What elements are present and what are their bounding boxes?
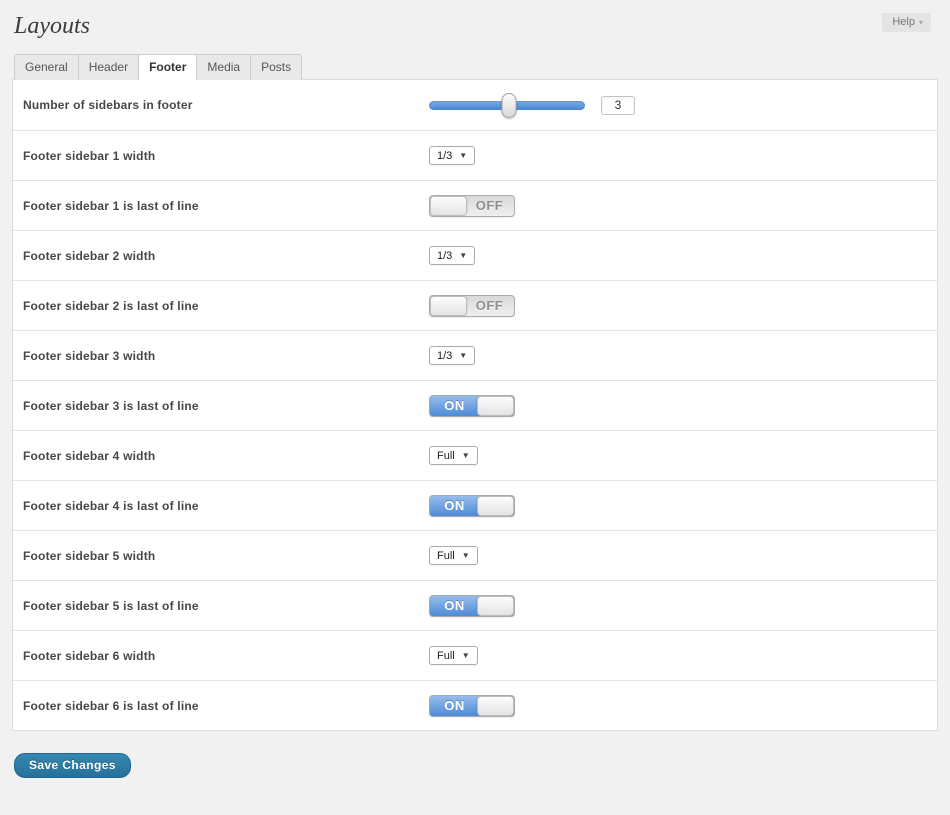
select-value: Full — [437, 549, 455, 562]
setting-row-sidebar2-last: Footer sidebar 2 is last of line OFF — [13, 280, 937, 330]
sidebar-count-slider[interactable] — [429, 92, 585, 118]
setting-label: Footer sidebar 5 is last of line — [23, 598, 199, 613]
chevron-down-icon: ▼ — [459, 351, 468, 360]
tab-footer[interactable]: Footer — [139, 55, 198, 80]
setting-label: Number of sidebars in footer — [23, 98, 193, 112]
tab-media[interactable]: Media — [197, 55, 252, 80]
setting-label: Footer sidebar 3 width — [23, 348, 156, 363]
sidebar2-last-toggle[interactable]: OFF — [429, 294, 515, 317]
sidebar5-width-select[interactable]: Full ▼ — [429, 546, 478, 565]
toggle-state-label: OFF — [475, 298, 504, 313]
toggle-state-label: ON — [444, 598, 465, 613]
sidebar1-last-toggle[interactable]: OFF — [429, 194, 515, 217]
save-changes-button[interactable]: Save Changes — [14, 753, 131, 778]
sidebar4-width-select[interactable]: Full ▼ — [429, 446, 478, 465]
select-value: Full — [437, 449, 455, 462]
sidebar-count-input[interactable] — [601, 95, 635, 115]
sidebar6-width-select[interactable]: Full ▼ — [429, 646, 478, 665]
sidebar2-width-select[interactable]: 1/3 ▼ — [429, 246, 476, 265]
chevron-down-icon: ▼ — [459, 151, 468, 160]
select-value: Full — [437, 649, 455, 662]
toggle-handle[interactable] — [430, 295, 467, 316]
setting-row-sidebar1-width: Footer sidebar 1 width 1/3 ▼ — [13, 130, 937, 180]
slider-thumb[interactable] — [501, 92, 517, 118]
tab-general[interactable]: General — [15, 55, 79, 80]
toggle-handle[interactable] — [477, 395, 514, 416]
setting-label: Footer sidebar 5 width — [23, 548, 156, 563]
help-label: Help — [892, 16, 915, 28]
setting-row-sidebar3-width: Footer sidebar 3 width 1/3 ▼ — [13, 330, 937, 380]
setting-label: Footer sidebar 1 width — [23, 148, 156, 163]
sidebar3-last-toggle[interactable]: ON — [429, 394, 515, 417]
toggle-state-label: OFF — [475, 198, 504, 213]
toggle-state-label: ON — [444, 698, 465, 713]
setting-label: Footer sidebar 2 width — [23, 248, 156, 263]
tab-posts[interactable]: Posts — [261, 60, 292, 74]
help-button[interactable]: Help ▾ — [882, 13, 931, 32]
settings-tabs: General Header Footer Media Posts — [14, 54, 303, 80]
chevron-down-icon: ▼ — [461, 651, 470, 660]
tab-header[interactable]: Header — [79, 55, 140, 80]
toggle-handle[interactable] — [430, 195, 467, 216]
setting-row-sidebar5-last: Footer sidebar 5 is last of line ON — [13, 580, 937, 630]
chevron-down-icon: ▾ — [918, 17, 923, 27]
sidebar6-last-toggle[interactable]: ON — [429, 694, 515, 717]
setting-row-sidebar-count: Number of sidebars in footer — [13, 80, 937, 130]
setting-row-sidebar3-last: Footer sidebar 3 is last of line ON — [13, 380, 937, 430]
setting-row-sidebar2-width: Footer sidebar 2 width 1/3 ▼ — [13, 230, 937, 280]
toggle-handle[interactable] — [477, 495, 514, 516]
select-value: 1/3 — [437, 349, 453, 362]
setting-row-sidebar6-last: Footer sidebar 6 is last of line ON — [13, 680, 937, 730]
select-value: 1/3 — [437, 149, 453, 162]
sidebar5-last-toggle[interactable]: ON — [429, 594, 515, 617]
sidebar1-width-select[interactable]: 1/3 ▼ — [429, 146, 476, 165]
toggle-state-label: ON — [444, 498, 465, 513]
sidebar3-width-select[interactable]: 1/3 ▼ — [429, 346, 476, 365]
select-value: 1/3 — [437, 249, 453, 262]
setting-row-sidebar4-width: Footer sidebar 4 width Full ▼ — [13, 430, 937, 480]
footer-settings-panel: Number of sidebars in footer Footer side… — [12, 79, 938, 731]
setting-row-sidebar6-width: Footer sidebar 6 width Full ▼ — [13, 630, 937, 680]
setting-row-sidebar4-last: Footer sidebar 4 is last of line ON — [13, 480, 937, 530]
sidebar4-last-toggle[interactable]: ON — [429, 494, 515, 517]
toggle-state-label: ON — [444, 398, 465, 413]
setting-label: Footer sidebar 1 is last of line — [23, 198, 199, 213]
setting-label: Footer sidebar 3 is last of line — [23, 398, 199, 413]
chevron-down-icon: ▼ — [459, 251, 468, 260]
chevron-down-icon: ▼ — [461, 551, 470, 560]
chevron-down-icon: ▼ — [461, 451, 470, 460]
setting-label: Footer sidebar 6 width — [23, 648, 156, 663]
setting-label: Footer sidebar 4 is last of line — [23, 498, 199, 513]
setting-label: Footer sidebar 6 is last of line — [23, 698, 199, 713]
setting-label: Footer sidebar 4 width — [23, 448, 156, 463]
toggle-handle[interactable] — [477, 695, 514, 716]
setting-row-sidebar5-width: Footer sidebar 5 width Full ▼ — [13, 530, 937, 580]
setting-label: Footer sidebar 2 is last of line — [23, 298, 199, 313]
toggle-handle[interactable] — [477, 595, 514, 616]
page-title: Layouts — [14, 13, 91, 39]
setting-row-sidebar1-last: Footer sidebar 1 is last of line OFF — [13, 180, 937, 230]
